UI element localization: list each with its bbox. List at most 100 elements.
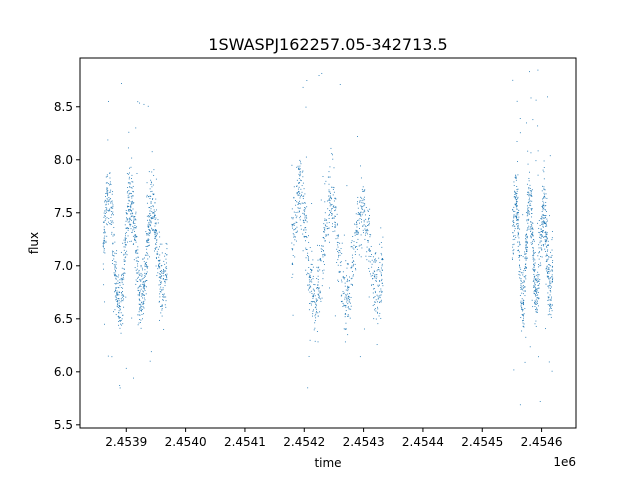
data-point [111,202,113,204]
data-point [103,251,105,253]
data-point [142,281,144,283]
data-point [299,165,301,167]
data-point [551,254,553,256]
data-point [369,215,370,216]
data-point [163,260,165,262]
data-point [360,200,362,202]
data-point [142,269,143,271]
data-point [303,195,305,197]
data-point [106,207,108,209]
data-point [344,282,346,284]
data-point [367,210,369,212]
data-point [304,202,305,204]
data-point [315,302,317,304]
data-point [159,243,161,245]
data-point [305,235,307,237]
data-point [344,285,346,287]
data-point [535,279,537,281]
data-point [352,247,354,249]
data-point [522,272,524,274]
data-point [291,248,293,250]
data-point [149,213,151,215]
data-point [348,287,350,289]
data-point [111,207,113,209]
data-point [549,304,551,306]
data-point [120,251,122,253]
data-point [129,186,131,188]
data-point [308,309,310,311]
data-point [146,280,148,281]
data-point [325,219,327,221]
data-point [534,323,536,325]
data-point [156,230,157,232]
data-point [364,238,366,240]
data-point [526,249,528,251]
data-point [295,214,296,216]
data-point [354,263,356,265]
data-point [382,258,383,260]
data-point [299,193,301,194]
data-point [541,248,543,250]
data-point [533,252,535,254]
data-point [336,248,338,250]
data-point [523,285,524,287]
data-point [309,275,311,277]
data-point [148,196,150,197]
data-point [378,267,379,268]
data-point [311,203,313,204]
data-point [306,217,308,219]
data-point [123,272,125,274]
data-point [139,314,141,316]
data-point [117,303,118,305]
data-point [513,249,515,251]
data-point [134,267,136,269]
data-point [134,218,136,220]
data-point [367,240,369,242]
data-point [308,259,310,261]
data-point [329,193,331,194]
data-point [522,314,524,316]
data-point [347,278,348,280]
data-point [148,240,149,242]
data-point [296,230,298,232]
data-point [351,284,353,285]
data-point [120,301,122,303]
data-point [532,242,533,244]
data-point [339,242,341,244]
data-point [533,249,534,251]
data-point [329,196,331,198]
data-point [317,287,318,288]
data-point [531,225,532,227]
data-point [517,250,519,252]
data-point [304,193,306,195]
data-point [145,246,147,247]
data-point [112,220,114,222]
data-point [133,202,135,204]
data-point [354,247,356,249]
data-point [547,244,549,246]
data-point [145,231,147,233]
data-point [547,249,549,251]
data-point [323,250,324,251]
data-point [164,285,166,287]
data-point [300,215,301,217]
data-point [543,221,545,223]
data-point [516,141,518,142]
data-point [380,252,382,254]
data-point [374,253,376,254]
data-point [362,229,364,231]
data-point [153,230,155,232]
data-point [381,278,383,280]
data-point [528,187,530,188]
data-point [543,189,545,191]
data-point [515,213,517,215]
data-point [523,281,525,283]
data-point [139,318,141,320]
data-point [517,174,519,176]
data-point [543,207,545,209]
data-point [302,219,304,221]
data-point [107,139,109,141]
data-point [107,192,109,194]
data-point [121,83,122,84]
data-point [123,246,125,248]
